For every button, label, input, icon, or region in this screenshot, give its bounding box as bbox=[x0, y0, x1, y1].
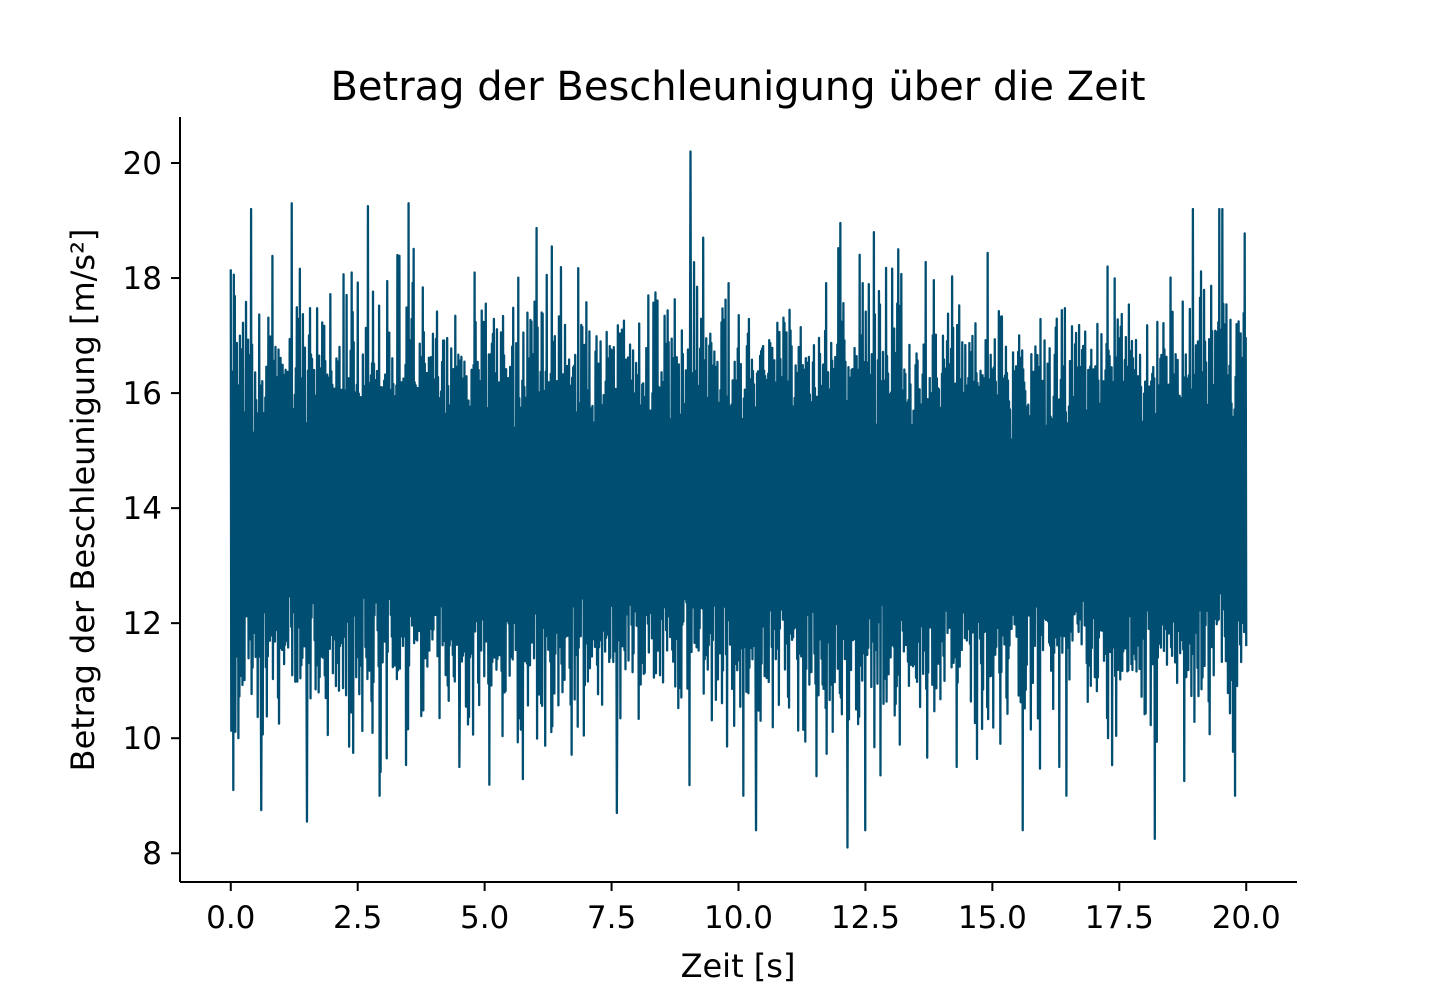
x-axis-ticks: 0.0 2.5 5.0 7.5 10.0 12.5 15.0 17.5 20.0 bbox=[206, 882, 1281, 936]
x-tick-label: 10.0 bbox=[704, 900, 773, 936]
x-tick-label: 12.5 bbox=[831, 900, 900, 936]
y-tick-label: 12 bbox=[123, 606, 162, 642]
y-tick-label: 16 bbox=[123, 376, 162, 412]
x-tick-label: 5.0 bbox=[460, 900, 509, 936]
y-axis-ticks: 8 10 12 14 16 18 20 bbox=[123, 146, 180, 872]
y-tick-label: 10 bbox=[123, 721, 162, 757]
y-tick-label: 8 bbox=[142, 836, 162, 872]
acceleration-series-line bbox=[229, 150, 1248, 849]
x-tick-label: 20.0 bbox=[1212, 900, 1281, 936]
x-tick-label: 17.5 bbox=[1085, 900, 1154, 936]
y-tick-label: 14 bbox=[123, 491, 162, 527]
x-tick-label: 7.5 bbox=[587, 900, 636, 936]
y-axis-label: Betrag der Beschleunigung [m/s²] bbox=[64, 229, 102, 772]
y-tick-label: 20 bbox=[123, 146, 162, 182]
x-tick-label: 15.0 bbox=[958, 900, 1027, 936]
chart-title: Betrag der Beschleunigung über die Zeit bbox=[330, 64, 1145, 110]
x-tick-label: 2.5 bbox=[333, 900, 382, 936]
x-axis-label: Zeit [s] bbox=[681, 947, 796, 985]
data-series-group bbox=[229, 150, 1248, 849]
y-tick-label: 18 bbox=[123, 261, 162, 297]
x-tick-label: 0.0 bbox=[206, 900, 255, 936]
